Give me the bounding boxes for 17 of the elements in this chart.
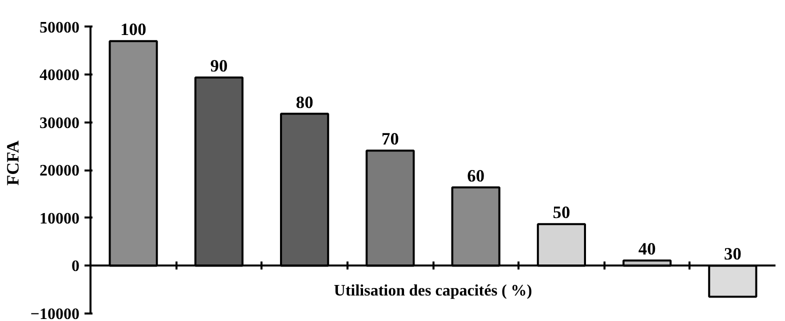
x-tick-label: 50 xyxy=(552,203,570,222)
y-tick-label: −10000 xyxy=(30,306,80,321)
x-tick-label: 80 xyxy=(296,92,314,112)
y-tick-label: 50000 xyxy=(40,19,80,36)
x-tick-label: 100 xyxy=(120,20,146,40)
x-tick-label: 30 xyxy=(724,244,742,264)
y-tick-label: 30000 xyxy=(40,114,80,132)
x-tick-label: 40 xyxy=(638,239,656,258)
y-tick-label: 40000 xyxy=(40,67,80,84)
x-tick-label: 60 xyxy=(467,166,484,186)
y-tick-label: 0 xyxy=(72,258,80,276)
y-axis-title: FCFA xyxy=(3,140,22,186)
x-axis-title: Utilisation des capacités ( %) xyxy=(334,282,532,300)
y-tick-label: 20000 xyxy=(40,162,80,180)
y-tick-label: 10000 xyxy=(40,210,80,228)
x-tick-label: 90 xyxy=(210,56,228,76)
x-tick-label: 70 xyxy=(382,130,399,149)
